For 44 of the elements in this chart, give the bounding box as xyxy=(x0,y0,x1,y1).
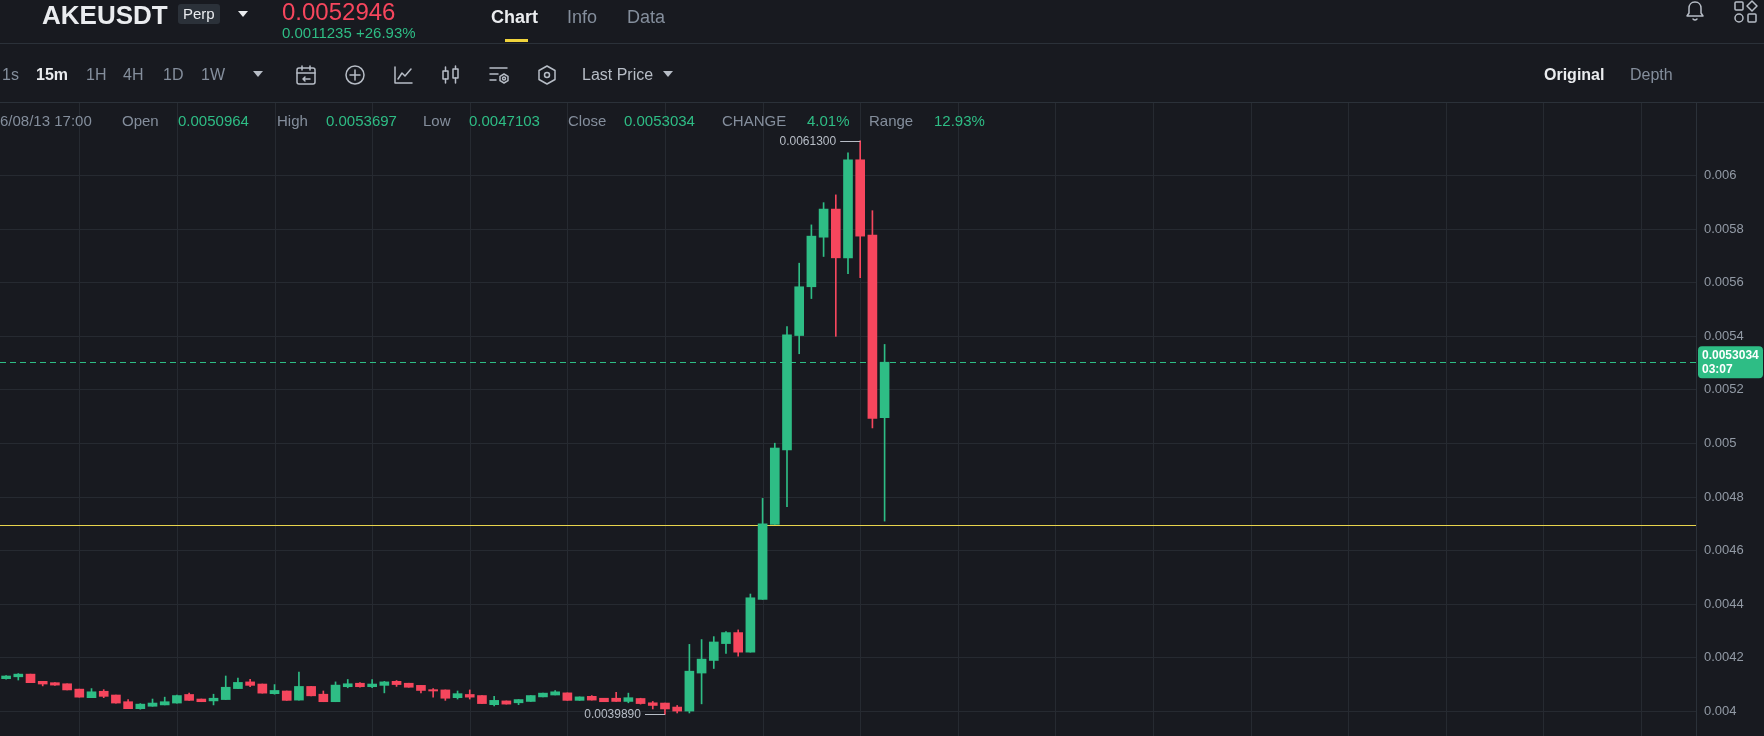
text: 1H xyxy=(86,65,107,84)
y-tick-label: 0.005 xyxy=(1704,435,1737,451)
annotation: 6/08/13 17:00 xyxy=(0,112,92,130)
y-tick-label: 0.006 xyxy=(1704,167,1737,183)
text: 1D xyxy=(163,65,184,84)
text: 1s xyxy=(2,65,19,84)
y-tick-label: 0.004 xyxy=(1704,702,1737,718)
ref-line-label: 0.0053034 03:07 xyxy=(1702,347,1760,376)
annotation: 12.93% xyxy=(934,112,985,130)
y-tick-label: 0.0052 xyxy=(1704,381,1744,397)
text: Original xyxy=(1544,65,1605,84)
candlestick xyxy=(428,688,438,698)
text: 0.0011235 +26.93% xyxy=(282,24,416,41)
annotation: Close xyxy=(568,112,607,130)
text: 15m xyxy=(36,65,69,84)
y-tick-label: 0.0046 xyxy=(1704,542,1744,558)
annotation: 0.0047103 xyxy=(469,112,540,130)
annotation: Low xyxy=(423,112,451,130)
annotation: Open xyxy=(122,112,159,130)
text: Perp xyxy=(178,4,220,24)
y-tick-label: 0.0042 xyxy=(1704,649,1744,665)
text: Info xyxy=(567,6,598,28)
y-tick-label: 0.0054 xyxy=(1704,327,1744,343)
annotation: CHANGE xyxy=(722,112,787,130)
annotation: 0.0050964 xyxy=(178,112,249,130)
annotation: Range xyxy=(869,112,914,130)
y-tick-label: 0.0056 xyxy=(1704,274,1744,290)
annotation: 0.0053697 xyxy=(326,112,397,130)
chart-title: AKEUSDT xyxy=(42,0,168,30)
annotation: 0.0039890 xyxy=(584,706,642,721)
text: Data xyxy=(627,6,666,28)
y-tick-label: 0.0048 xyxy=(1704,488,1744,504)
annotation: High xyxy=(277,112,308,130)
annotation: 0.0053034 xyxy=(624,112,695,130)
annotation: 0.0061300 xyxy=(779,133,837,148)
text: Depth xyxy=(1630,65,1673,84)
text: 1W xyxy=(201,65,225,84)
y-tick-label: 0.0044 xyxy=(1704,595,1744,611)
text: 0.0052946 xyxy=(282,0,396,25)
y-tick-label: 0.0058 xyxy=(1704,220,1744,236)
text: 4H xyxy=(123,65,144,84)
text: Chart xyxy=(491,6,539,28)
annotation: 4.01% xyxy=(807,112,850,130)
text: Last Price xyxy=(582,65,654,84)
